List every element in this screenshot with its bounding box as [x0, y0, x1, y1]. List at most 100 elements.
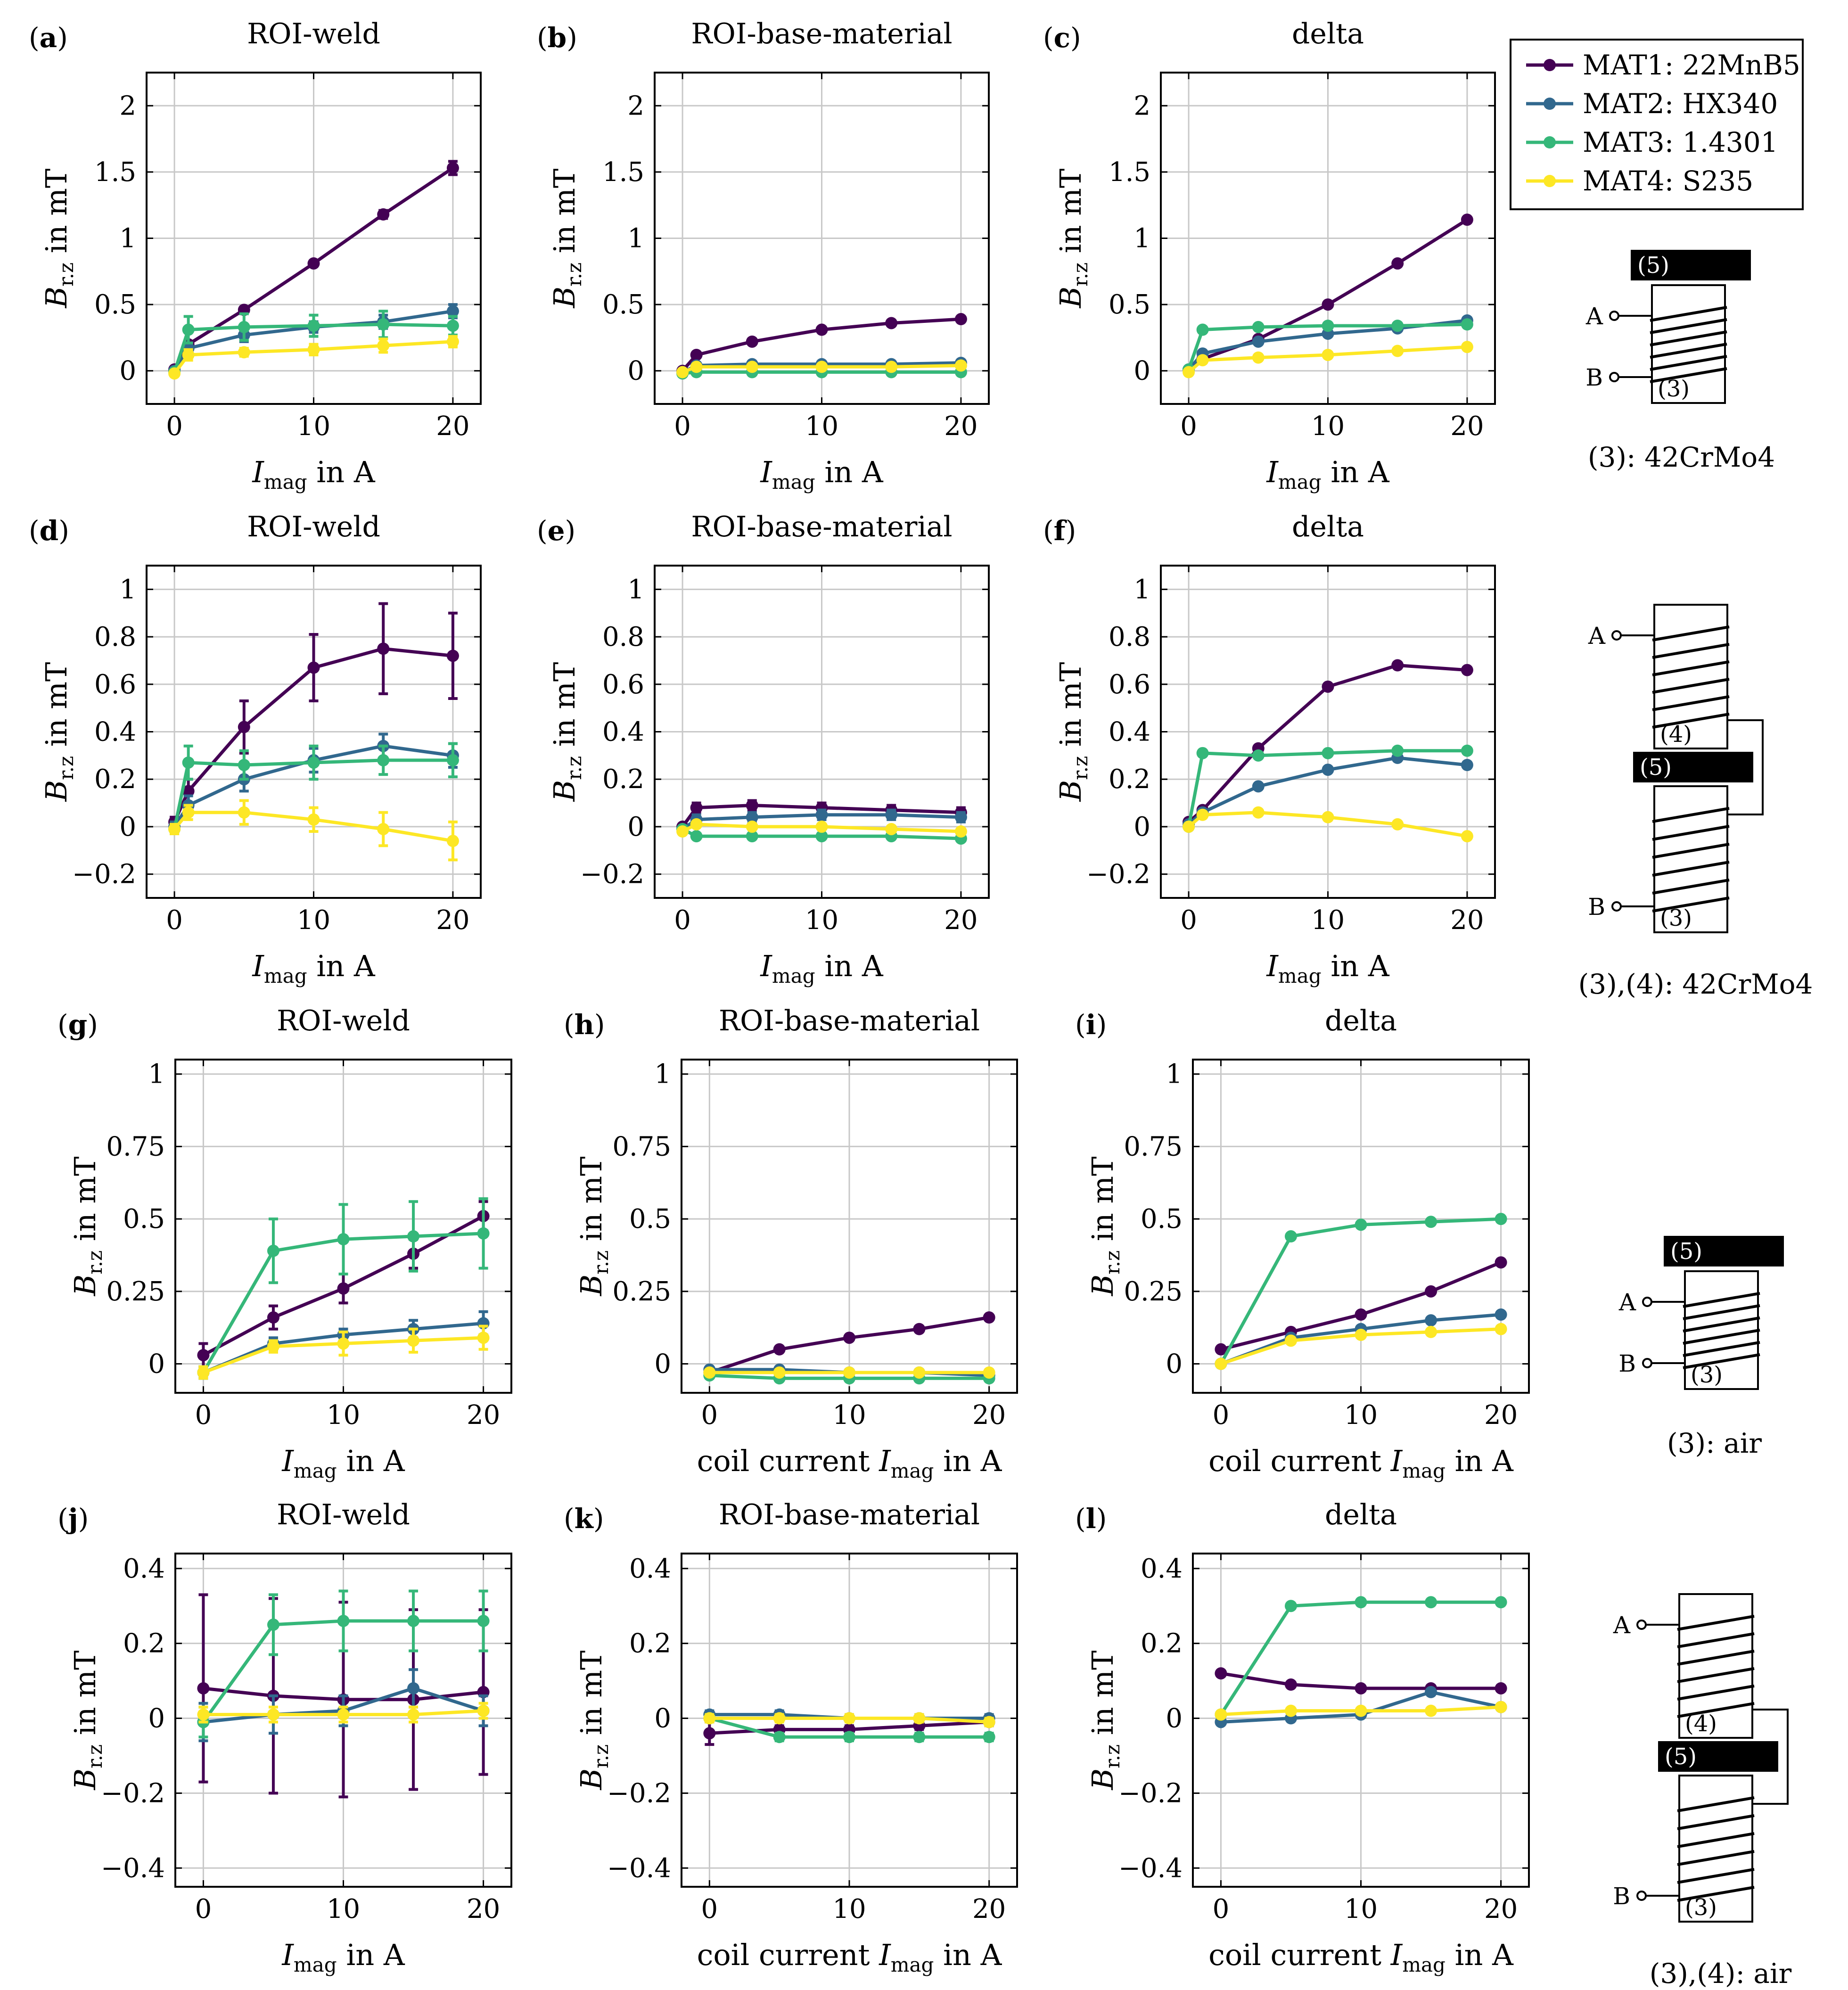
data-point: [690, 830, 703, 843]
panel-letter: (l): [1075, 1503, 1107, 1535]
x-tick-label: 0: [701, 1400, 718, 1431]
chart-title: delta: [1292, 510, 1364, 543]
data-point: [377, 339, 390, 352]
chart-panel-k: 0 10 20 −0.4 −0.2 0 0.2 0.4 ROI-base-material (k)…: [564, 1498, 1018, 1976]
data-point: [267, 1340, 279, 1353]
data-point: [983, 1731, 995, 1743]
y-tick-label: −0.2: [580, 859, 644, 890]
x-axis-label: Imag in A: [1266, 949, 1389, 987]
data-point: [746, 335, 758, 348]
coil-diagram-d2: A (4) (5) B (3) (3),(4): 42CrMo4: [1578, 604, 1813, 1000]
series-line-3: [1187, 322, 1467, 370]
data-point: [337, 1282, 350, 1295]
y-tick-label: 0.5: [602, 289, 644, 320]
data-point: [703, 1712, 716, 1725]
x-tick-label: 0: [195, 1400, 212, 1431]
chart-title: ROI-base-material: [719, 1004, 980, 1037]
legend-label: MAT4: S235: [1583, 165, 1753, 197]
data-point: [1495, 1701, 1507, 1713]
data-point: [197, 1682, 210, 1694]
panel-letter: (a): [29, 22, 68, 54]
y-tick-label: 0: [627, 356, 644, 386]
data-point: [1284, 1678, 1297, 1691]
data-point: [337, 1233, 350, 1246]
chart-title: ROI-weld: [277, 1004, 410, 1037]
data-point: [477, 1332, 490, 1344]
core-box: [1684, 1270, 1759, 1390]
data-point: [267, 1708, 279, 1721]
y-tick-label: 1: [148, 1059, 165, 1090]
diagram-caption: (3),(4): air: [1650, 1957, 1792, 1990]
data-point: [815, 361, 828, 373]
data-point: [843, 1731, 855, 1743]
coil-winding: [1677, 1650, 1755, 1666]
coil-winding: [1652, 861, 1730, 877]
data-point: [1391, 744, 1404, 757]
panel-letter-text: h: [575, 1009, 594, 1041]
data-point: [1322, 811, 1334, 823]
coil-winding: [1650, 343, 1727, 359]
data-point: [913, 1366, 926, 1379]
coil-winding: [1652, 625, 1730, 641]
data-point: [238, 759, 250, 771]
yoke-label: (5): [1670, 1238, 1702, 1265]
y-axis-label: Br.z in mT: [68, 1157, 107, 1297]
y-tick-label: −0.4: [101, 1853, 165, 1883]
data-point: [1322, 298, 1334, 311]
core-label: (3): [1660, 905, 1692, 931]
terminal-label: B: [1618, 1350, 1636, 1377]
y-axis-label: Br.z in mT: [547, 662, 586, 802]
panel-letter: (k): [564, 1503, 604, 1535]
x-tick-label: 20: [467, 1894, 500, 1924]
chart-panel-h: 0 10 20 0 0.25 0.5 0.75 1 ROI-base-material (h) co…: [564, 1004, 1018, 1482]
data-point: [913, 1323, 926, 1335]
x-tick-label: 20: [972, 1400, 1006, 1431]
coil-winding: [1652, 660, 1730, 676]
data-point: [885, 317, 898, 329]
x-tick-label: 0: [166, 905, 183, 936]
terminal-label: B: [1585, 364, 1603, 391]
x-tick-label: 20: [944, 411, 977, 442]
chart-panel-d: 0 10 20 −0.2 0 0.2 0.4 0.6 0.8 1 ROI-weld (d) Imag i…: [29, 510, 482, 987]
y-tick-label: 0.4: [94, 717, 136, 748]
y-tick-label: 0: [1133, 812, 1150, 842]
data-point: [446, 162, 459, 174]
y-tick-label: 0: [627, 812, 644, 842]
y-tick-label: 0.25: [612, 1276, 671, 1307]
y-tick-label: 0: [148, 1349, 165, 1380]
coil-winding: [1677, 1832, 1755, 1848]
data-point: [1425, 1596, 1437, 1609]
panel-letter-text: d: [40, 515, 59, 547]
coil-winding: [1677, 1850, 1755, 1866]
core-label: (4): [1660, 721, 1692, 748]
x-tick-label: 20: [1484, 1400, 1518, 1431]
data-point: [446, 835, 459, 847]
data-point: [1196, 747, 1209, 759]
data-point: [1215, 1667, 1227, 1680]
data-point: [307, 813, 320, 826]
data-point: [690, 801, 703, 814]
coil-winding: [1652, 678, 1730, 694]
core-label: (3): [1691, 1362, 1723, 1388]
data-point: [1355, 1329, 1367, 1341]
y-tick-label: 0.2: [1109, 764, 1150, 795]
data-point: [1425, 1686, 1437, 1698]
y-tick-label: 0.6: [602, 669, 644, 700]
panel-letter: (g): [57, 1009, 98, 1041]
y-tick-label: 1: [654, 1059, 671, 1090]
y-tick-label: 0.2: [1141, 1628, 1183, 1659]
data-point: [446, 335, 459, 348]
terminal-icon: [1642, 1358, 1652, 1368]
y-axis-label: Br.z in mT: [39, 169, 78, 309]
data-point: [446, 650, 459, 662]
x-axis-label: Imag in A: [252, 949, 375, 987]
legend: MAT1: 22MnB5 MAT2: HX340 MAT3: 1.4301 MAT4:…: [1510, 39, 1804, 210]
data-point: [1252, 749, 1265, 762]
data-point: [773, 1366, 786, 1379]
data-point: [1495, 1308, 1507, 1321]
data-point: [885, 822, 898, 835]
y-axis-label: Br.z in mT: [574, 1157, 613, 1297]
data-point: [168, 367, 181, 380]
chart-title: ROI-base-material: [691, 17, 952, 50]
